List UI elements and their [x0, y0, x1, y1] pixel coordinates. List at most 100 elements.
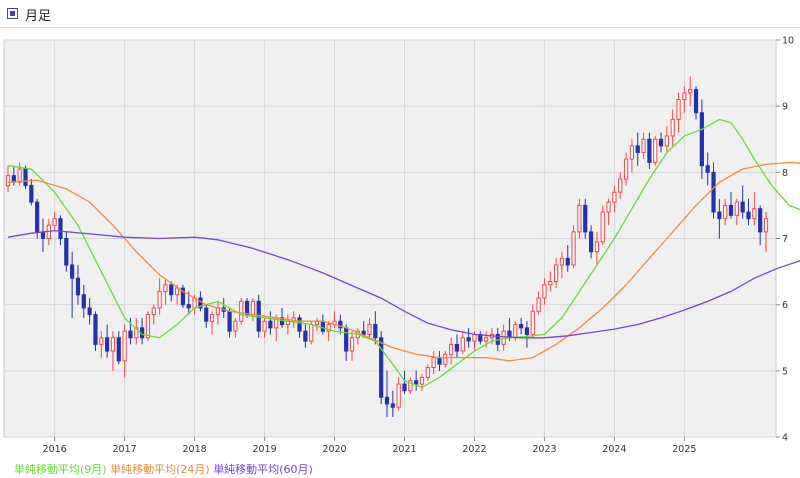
candle-body-down	[180, 287, 186, 306]
y-tick-label: 8	[782, 168, 788, 179]
candle-body-down	[105, 337, 110, 352]
x-tick-label: 2016	[43, 444, 67, 455]
candle-body-up	[209, 314, 215, 322]
candle-body-down	[454, 343, 460, 352]
candle-body-up	[192, 297, 197, 309]
x-axis: 2016 2017 2018 2019 2020 2021 2022 2023 2024 2025	[43, 437, 696, 455]
moving-averages	[7, 118, 800, 389]
candle-body-up	[501, 330, 506, 345]
candle-body-down	[35, 201, 40, 233]
candle-body-up	[548, 281, 553, 286]
legend: 単純移動平均(9月) 単純移動平均(24月) 単純移動平均(60月)	[14, 461, 313, 477]
candle-body-up	[151, 307, 156, 316]
candle-body-down	[268, 320, 273, 329]
candle-body-down	[588, 231, 594, 253]
x-tick-label: 2021	[392, 444, 416, 455]
moving-average-line-2	[7, 161, 800, 362]
candle-body-up	[513, 324, 518, 339]
candle-body-up	[606, 201, 611, 213]
y-tick-label: 5	[782, 366, 788, 377]
y-tick-label: 10	[782, 36, 794, 47]
legend-item-sma-24: 単純移動平均(24月)	[110, 463, 210, 476]
y-tick-label: 4	[782, 433, 788, 444]
candle-body-up	[472, 333, 477, 342]
candle-body-up	[157, 290, 162, 309]
candle-body-up	[682, 92, 687, 101]
candle-body-up	[734, 201, 739, 216]
candle-body-down	[116, 337, 121, 362]
candle-body-up	[752, 208, 757, 220]
candle-body-up	[99, 337, 104, 345]
y-tick-label: 6	[782, 300, 788, 311]
candle-body-down	[647, 138, 652, 163]
candle-body-up	[723, 204, 728, 220]
candle-body-down	[466, 337, 471, 342]
candle-body-down	[711, 171, 716, 213]
x-tick-label: 2019	[252, 444, 276, 455]
x-tick-label: 2024	[602, 444, 626, 455]
candle-body-up	[5, 175, 11, 187]
candle-body-up	[163, 284, 168, 292]
candle-body-up	[664, 135, 669, 147]
candle-body-up	[600, 211, 605, 243]
candle-body-down	[519, 324, 524, 329]
candle-body-up	[571, 231, 576, 266]
x-tick-label: 2020	[322, 444, 346, 455]
candle-body-up	[629, 145, 634, 160]
candle-body-down	[728, 204, 734, 216]
candle-body-up	[618, 178, 623, 193]
y-tick-label: 7	[782, 234, 788, 245]
candle-body-down	[320, 320, 325, 332]
candle-body-up	[763, 218, 769, 233]
candle-body-up	[134, 327, 139, 339]
candle-body-up	[367, 324, 372, 335]
candle-body-up	[233, 320, 238, 332]
candle-body-down	[361, 330, 366, 335]
moving-average-line-3	[7, 229, 800, 339]
candle-body-down	[23, 168, 28, 187]
candle-body-down	[128, 330, 133, 339]
y-axis: 4 5 6 7 8 9 10	[776, 36, 794, 444]
candle-body-up	[122, 330, 127, 362]
candle-body-up	[408, 380, 413, 392]
candle-body-down	[29, 185, 34, 203]
collapse-square-icon[interactable]	[7, 8, 18, 19]
x-tick-label: 2022	[462, 444, 486, 455]
candle-body-down	[75, 277, 81, 296]
candle-body-up	[484, 337, 489, 342]
candle-body-up	[536, 297, 541, 312]
candle-body-down	[373, 324, 378, 339]
candle-body-down	[583, 204, 588, 233]
legend-item-sma-60: 単純移動平均(60月)	[213, 463, 313, 476]
candle-body-up	[460, 337, 465, 352]
candle-body-up	[612, 191, 617, 203]
candle-body-up	[431, 357, 436, 369]
candle-body-down	[390, 403, 395, 408]
candle-body-up	[443, 353, 448, 365]
candle-body-down	[705, 165, 710, 173]
candle-body-down	[81, 294, 86, 309]
candle-body-up	[577, 204, 582, 233]
candle-body-up	[309, 324, 314, 342]
x-tick-label: 2023	[532, 444, 556, 455]
candle-body-down	[338, 320, 343, 329]
candle-body-up	[676, 99, 681, 120]
candle-body-down	[437, 357, 442, 365]
candle-body-down	[186, 304, 191, 309]
candle-body-up	[396, 383, 401, 408]
candle-body-down	[758, 208, 763, 233]
candle-body-up	[542, 284, 547, 299]
legend-item-sma-9: 単純移動平均(9月)	[14, 463, 107, 476]
candle-body-up	[262, 320, 267, 332]
candlestick-chart: 4 5 6 7 8 9 10 2016 2017 2018 2019 2020 2021 2022 202…	[3, 36, 800, 455]
candle-body-up	[349, 337, 355, 352]
candle-body-up	[594, 241, 600, 253]
grid	[4, 39, 776, 438]
candle-body-down	[256, 300, 261, 332]
candle-body-up	[425, 367, 430, 378]
candle-body-up	[174, 287, 180, 296]
candle-body-down	[303, 330, 308, 342]
candle-body-up	[239, 300, 244, 322]
candle-body-up	[449, 343, 454, 355]
candle-body-down	[87, 307, 92, 316]
